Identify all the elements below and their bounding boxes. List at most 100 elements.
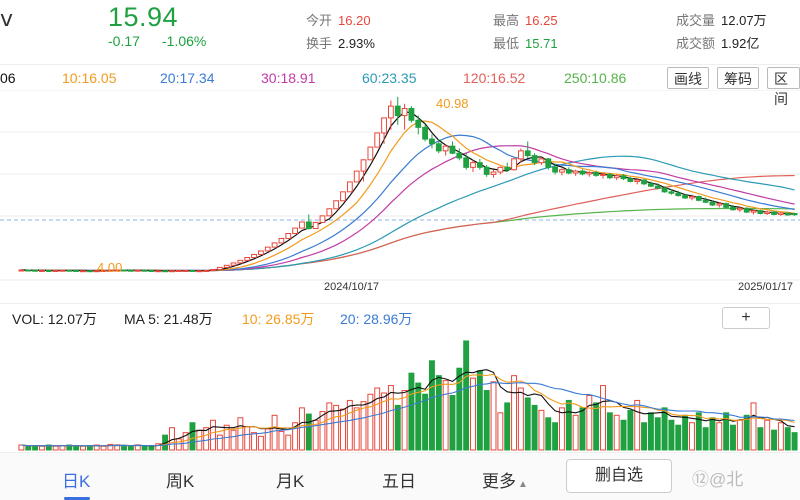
candle-up — [80, 270, 86, 273]
amount-value: 1.92亿 — [721, 36, 760, 51]
candle-down — [641, 179, 647, 185]
volume-bar-down — [394, 404, 401, 451]
vol-ma20: 20: 28.96万 — [340, 311, 413, 327]
volume-bar-up — [353, 407, 360, 451]
date-label-1: 2024/10/17 — [324, 281, 379, 293]
candle-up — [100, 269, 107, 272]
volume-bar-up — [586, 394, 593, 451]
open-label: 今开 — [306, 13, 333, 28]
volume-bar-down — [593, 402, 600, 451]
tab-month-k[interactable]: 月K — [276, 472, 305, 491]
candle-up — [59, 269, 66, 272]
volume-bar-up — [244, 425, 251, 451]
candle-down — [654, 185, 661, 189]
volume-bar-up — [340, 408, 346, 451]
volume-bar-up — [764, 419, 771, 451]
volume-bar-up — [257, 435, 264, 451]
candle-down — [429, 138, 435, 145]
volume-bar-down — [189, 422, 196, 451]
volume-bar-up — [93, 444, 100, 451]
candle-down — [675, 192, 682, 197]
volume-bar-up — [298, 407, 305, 451]
high-label: 最高 — [493, 13, 520, 28]
volume-bar-up — [292, 422, 299, 451]
add-indicator-button[interactable]: + — [722, 307, 770, 329]
ma30-legend: 30:18.91 — [261, 70, 316, 86]
candle-down — [128, 269, 134, 272]
turnover-label: 换手 — [306, 36, 333, 51]
candle-up — [716, 203, 723, 206]
candle-down — [476, 162, 483, 168]
candle-up — [93, 270, 100, 273]
tab-five-day[interactable]: 五日 — [382, 472, 416, 491]
volume-bar-down — [141, 445, 148, 451]
candle-up — [182, 269, 189, 272]
volume-bar-down — [121, 445, 128, 451]
volume-bar-up — [374, 387, 381, 451]
volume-bar-down — [641, 422, 648, 451]
candle-down — [743, 207, 750, 213]
candle-up — [175, 269, 182, 272]
candle-up — [264, 246, 271, 252]
candle-down — [408, 107, 415, 121]
candle-up — [353, 170, 360, 183]
volume-bar-down — [702, 427, 709, 451]
candle-down — [45, 269, 52, 272]
candle-down — [449, 145, 456, 154]
candle-down — [723, 203, 730, 208]
range-button[interactable]: 区间 — [767, 67, 800, 107]
volume-bar-down — [45, 444, 52, 451]
volume-bar-up — [210, 419, 216, 451]
stock-name-fragment: ⅴ — [0, 6, 14, 31]
volume-bar-down — [73, 445, 80, 451]
volume-bar-up — [319, 411, 326, 451]
volume-bar-up — [230, 429, 237, 451]
volume-bar-down — [784, 427, 791, 451]
high-field: 最高 16.25 — [493, 10, 558, 29]
candle-down — [695, 196, 702, 201]
amount-field: 成交额 1.92亿 — [676, 33, 759, 52]
kline-chart[interactable]: 40.98 4.00 2024/10/17 2025/01/17 — [0, 90, 800, 452]
volume-bar-down — [531, 404, 538, 451]
volume-legend-row: VOL: 12.07万 MA 5: 21.48万 10: 26.85万 20: … — [0, 303, 800, 329]
volume-bar-down — [791, 432, 798, 451]
volume-bar-up — [346, 399, 353, 451]
candle-down — [784, 212, 791, 216]
candle-up — [333, 200, 340, 210]
candle-up — [196, 270, 203, 273]
candle-up — [340, 191, 346, 202]
draw-line-button[interactable]: 画线 — [667, 67, 709, 89]
ma250-legend: 250:10.86 — [564, 70, 627, 86]
tab-day-k[interactable]: 日K — [62, 472, 91, 491]
volume-bar-down — [449, 394, 456, 451]
volume-bar-down — [723, 412, 730, 451]
vol-value: VOL: 12.07万 — [12, 311, 97, 327]
volume-bar-down — [148, 445, 155, 451]
tab-week-k[interactable]: 周K — [166, 472, 195, 491]
volume-value: 12.07万 — [721, 13, 767, 28]
volume-bar-up — [367, 393, 374, 451]
volume-bar-down — [32, 445, 39, 451]
ma120-legend: 120:16.52 — [463, 70, 526, 86]
ma60-line — [21, 155, 795, 272]
candle-down — [32, 269, 38, 272]
candle-up — [18, 269, 25, 272]
chip-distribution-button[interactable]: 筹码 — [717, 67, 759, 89]
remove-watchlist-button[interactable]: 删自选 — [566, 459, 672, 493]
candle-up — [230, 262, 237, 266]
candle-up — [312, 221, 319, 230]
volume-bar-down — [66, 444, 73, 451]
candle-up — [442, 145, 449, 152]
ma60-legend: 60:23.35 — [362, 70, 417, 86]
volume-bar-down — [743, 414, 750, 451]
candle-up — [346, 181, 353, 193]
tab-more-label: 更多 — [482, 472, 516, 491]
candle-up — [613, 175, 620, 179]
turnover-field: 换手 2.93% — [306, 33, 375, 52]
volume-bar-down — [668, 419, 675, 451]
volume-bars — [18, 340, 798, 451]
tab-more[interactable]: 更多 ▲ — [482, 467, 528, 492]
candle-up — [299, 221, 305, 229]
candle-up — [600, 173, 606, 176]
volume-bar-down — [435, 375, 442, 451]
